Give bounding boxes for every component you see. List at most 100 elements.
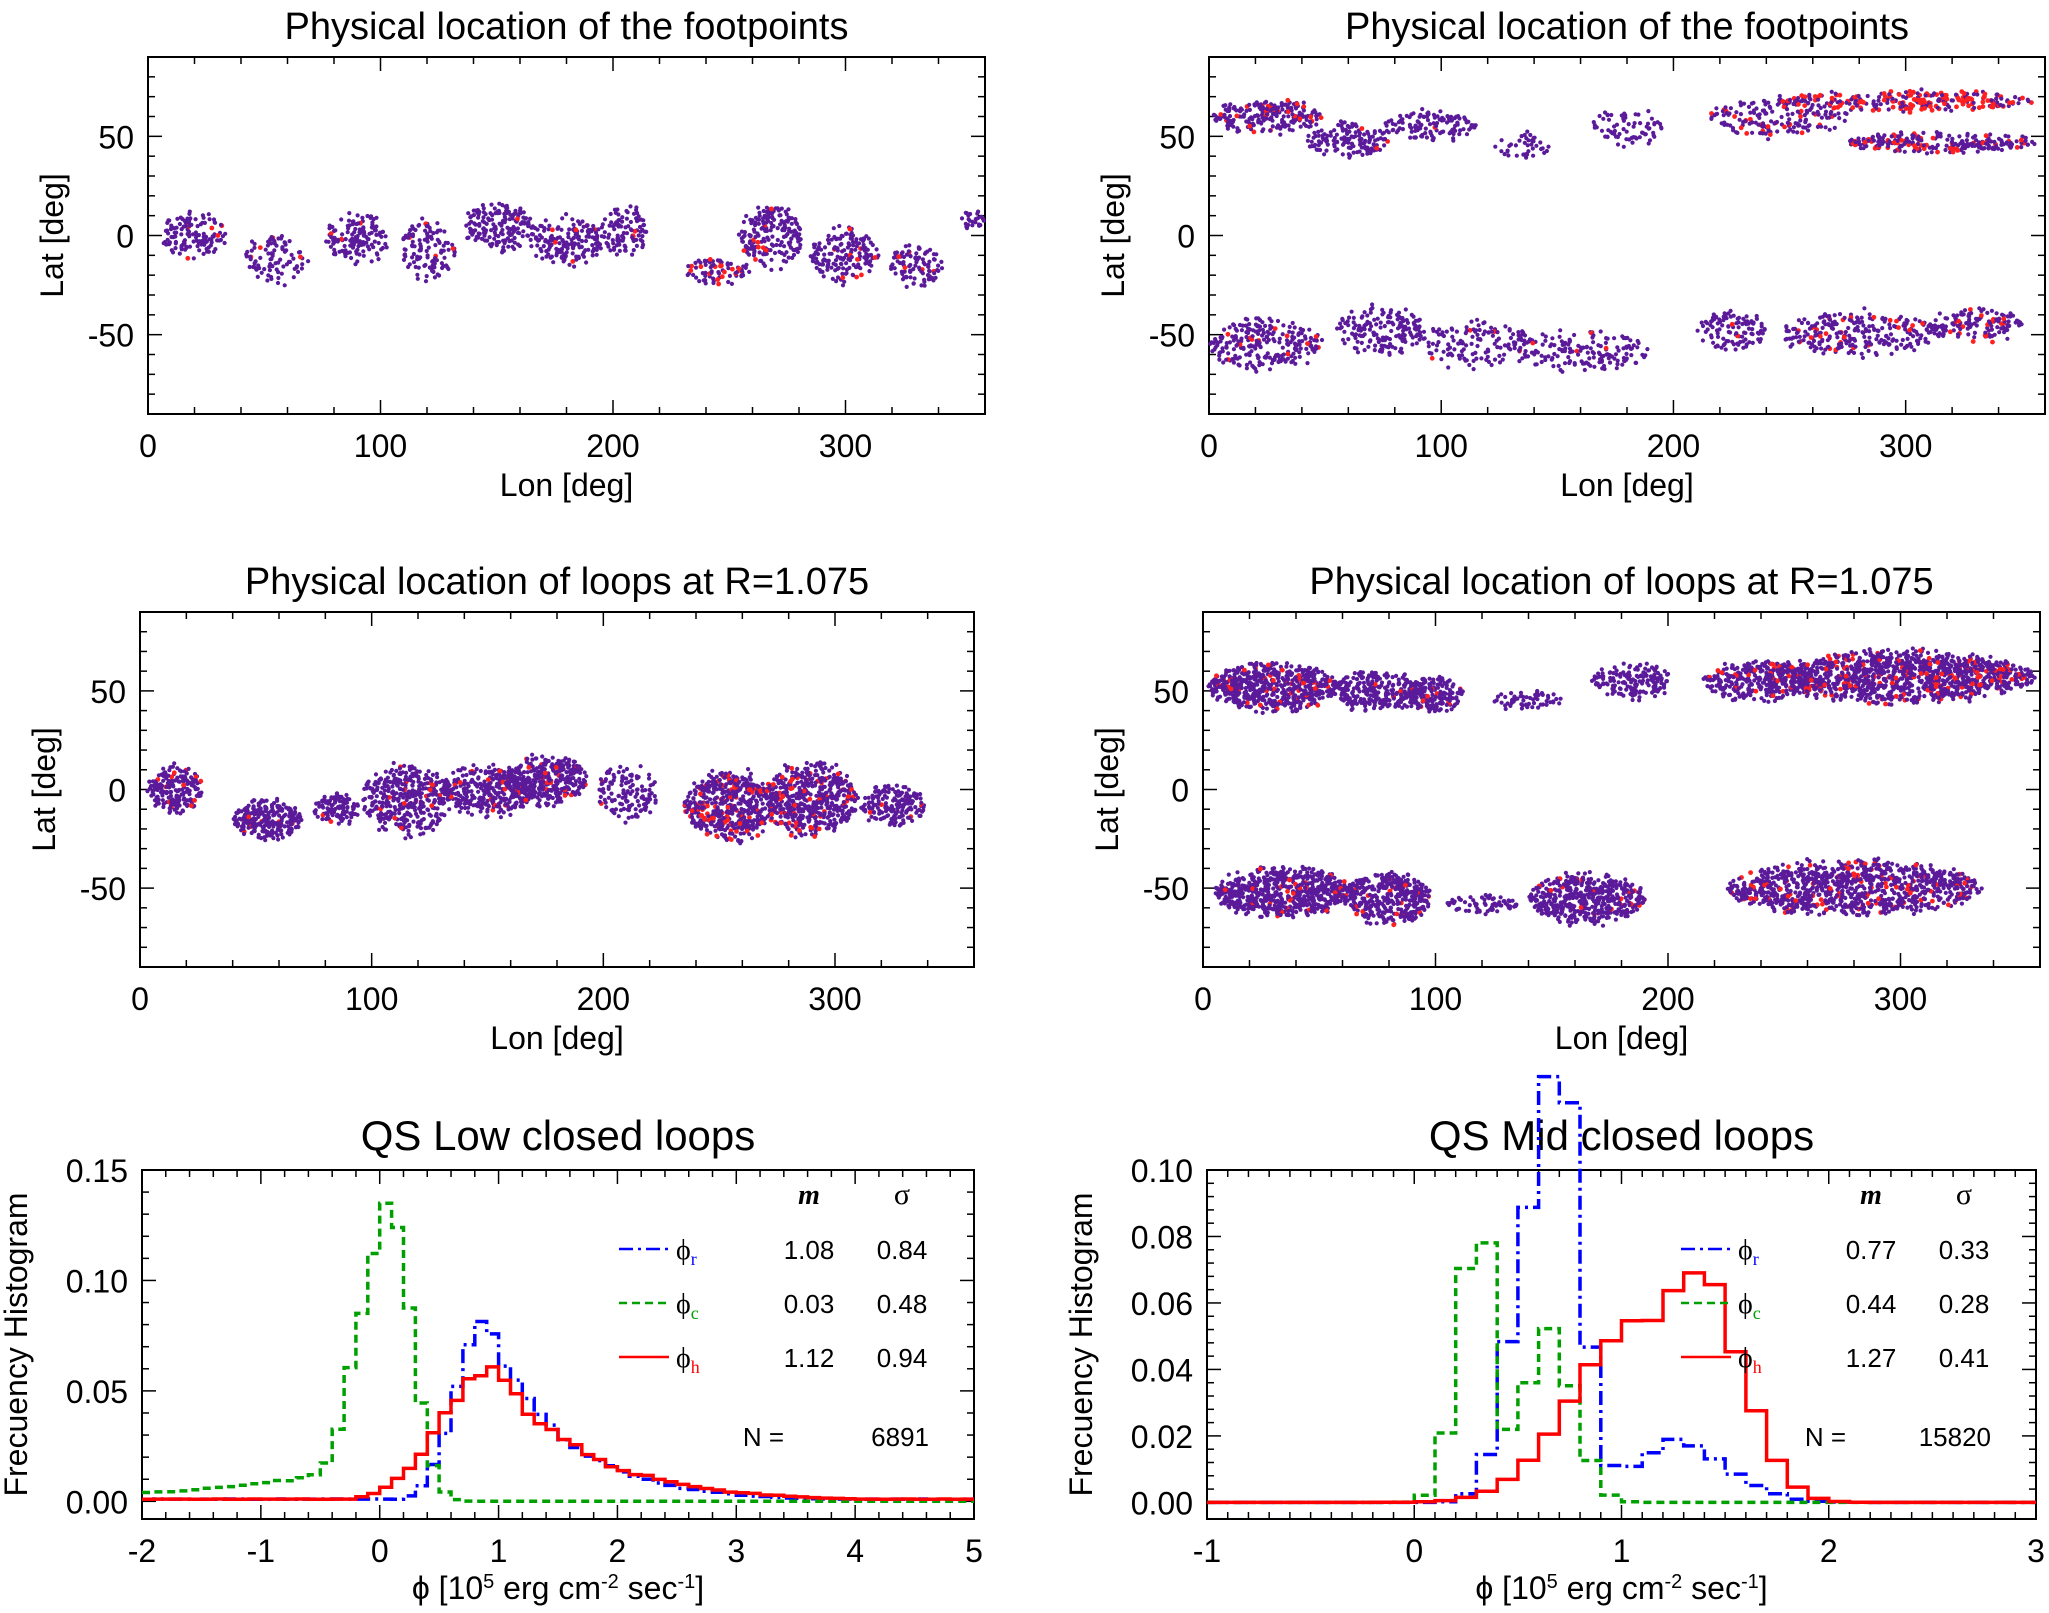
red-point xyxy=(1907,110,1913,115)
red-point xyxy=(1944,96,1950,102)
purple-point xyxy=(1404,318,1409,323)
purple-point xyxy=(900,250,905,255)
purple-point xyxy=(2002,330,2007,335)
purple-point xyxy=(1645,347,1650,352)
purple-point xyxy=(590,243,595,248)
purple-point xyxy=(464,223,469,228)
purple-point xyxy=(1941,325,1947,330)
purple-point xyxy=(1305,361,1310,366)
purple-point xyxy=(167,218,172,223)
purple-point xyxy=(1247,116,1252,121)
purple-point xyxy=(1250,363,1255,368)
purple-point xyxy=(1287,324,1292,329)
purple-point xyxy=(1860,355,1865,360)
purple-point xyxy=(1750,340,1755,345)
purple-point xyxy=(848,236,853,241)
purple-point xyxy=(1852,336,1857,342)
purple-point xyxy=(1823,112,1828,117)
purple-point xyxy=(195,224,200,229)
purple-point xyxy=(401,257,407,262)
purple-point xyxy=(287,239,292,244)
purple-point xyxy=(1899,342,1904,347)
purple-point xyxy=(857,251,862,256)
purple-point xyxy=(329,795,334,800)
purple-point xyxy=(1797,334,1802,339)
purple-point xyxy=(844,267,850,272)
purple-point xyxy=(580,219,585,224)
red-point xyxy=(1729,321,1735,327)
purple-point xyxy=(259,836,264,841)
purple-point xyxy=(173,241,178,246)
purple-point xyxy=(1999,147,2004,153)
purple-point xyxy=(1353,130,1358,135)
red-point xyxy=(847,226,853,232)
red-point xyxy=(181,782,186,788)
purple-point xyxy=(1886,107,1891,112)
purple-point xyxy=(512,240,517,245)
red-point xyxy=(1218,112,1224,117)
purple-point xyxy=(1222,327,1227,332)
purple-point xyxy=(1346,152,1351,157)
purple-point xyxy=(1389,118,1394,123)
purple-point xyxy=(1441,118,1446,123)
purple-point xyxy=(1786,129,1791,134)
red-point xyxy=(1910,323,1915,328)
purple-point xyxy=(1231,360,1236,365)
purple-point xyxy=(2019,322,2024,327)
x-tick-label: 300 xyxy=(1879,428,1932,464)
purple-point xyxy=(1268,326,1273,331)
purple-point xyxy=(1417,114,1422,119)
purple-point xyxy=(1336,122,1341,128)
purple-point xyxy=(1760,331,1765,336)
purple-point xyxy=(543,218,548,223)
purple-point xyxy=(2030,139,2035,144)
purple-point xyxy=(1799,320,1804,326)
purple-point xyxy=(484,221,489,226)
purple-point xyxy=(1349,124,1355,129)
purple-point xyxy=(1407,115,1412,120)
purple-point xyxy=(279,271,284,276)
purple-point xyxy=(1417,317,1422,322)
purple-point xyxy=(1939,93,1945,98)
purple-point xyxy=(829,251,834,256)
purple-point xyxy=(1380,312,1385,317)
purple-point xyxy=(640,234,645,239)
purple-point xyxy=(1816,112,1821,117)
purple-point xyxy=(1812,348,1817,354)
purple-point xyxy=(1349,134,1354,139)
purple-point xyxy=(1449,118,1454,123)
purple-point xyxy=(1737,117,1742,122)
purple-point xyxy=(1438,109,1443,114)
purple-point xyxy=(1451,338,1456,343)
purple-point xyxy=(1821,320,1826,325)
purple-point xyxy=(810,259,816,264)
purple-point xyxy=(1992,139,1997,144)
purple-point xyxy=(1962,143,1967,148)
purple-point xyxy=(264,798,269,803)
purple-point xyxy=(1821,351,1826,356)
purple-point xyxy=(1605,113,1610,118)
purple-point xyxy=(206,212,211,217)
purple-point xyxy=(585,229,590,234)
purple-point xyxy=(1448,351,1453,356)
purple-point xyxy=(1795,130,1800,135)
purple-point xyxy=(1604,336,1609,341)
purple-point xyxy=(1470,352,1475,357)
purple-point xyxy=(786,255,791,260)
purple-point xyxy=(1953,141,1958,146)
purple-point xyxy=(1367,134,1372,140)
purple-point xyxy=(1728,106,1733,111)
purple-point xyxy=(535,243,540,248)
purple-point xyxy=(1315,113,1320,118)
purple-point xyxy=(153,779,158,784)
purple-point xyxy=(503,217,508,222)
purple-point xyxy=(271,813,276,818)
purple-point xyxy=(1624,351,1629,356)
purple-point xyxy=(1750,120,1755,125)
purple-point xyxy=(487,235,492,240)
purple-point xyxy=(147,779,152,784)
purple-point xyxy=(829,237,834,242)
purple-point xyxy=(1366,344,1371,349)
purple-point xyxy=(1280,357,1285,362)
purple-point xyxy=(975,211,980,216)
